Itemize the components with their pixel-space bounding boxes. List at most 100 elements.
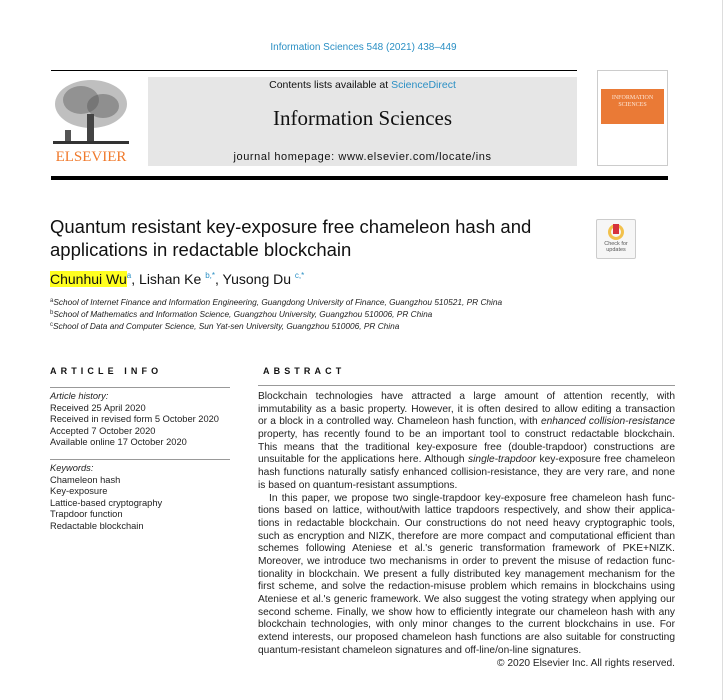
keyword: Redactable blockchain bbox=[50, 520, 144, 531]
abstract-text: In this paper, we propose two single-tra… bbox=[269, 492, 675, 504]
history-item: Available online 17 October 2020 bbox=[50, 437, 187, 447]
abstract-text: or a block in a controlled way. Chameleo… bbox=[258, 416, 541, 428]
abstract-text: property, has recently found to be an im… bbox=[258, 429, 675, 441]
affil-text: School of Data and Computer Science, Sun… bbox=[53, 321, 400, 331]
abstract-line: Blockchain technologies have attracted a… bbox=[258, 391, 675, 404]
author-sup[interactable]: a bbox=[126, 271, 132, 280]
contents-line: Contents lists available at ScienceDirec… bbox=[148, 79, 577, 91]
history-item: Received in revised form 5 October 2020 bbox=[50, 414, 219, 424]
affil-sup: b bbox=[50, 310, 54, 316]
abstract-text: extend interests, our proposed chameleon… bbox=[258, 632, 675, 644]
abstract-text: Moreover, we introduce two mechanisms in… bbox=[258, 555, 675, 567]
abstract-text: tions in redactable blockchain. Our cons… bbox=[258, 517, 675, 529]
abstract-line: Moreover, we introduce two mechanisms in… bbox=[258, 556, 675, 569]
badge-label: Check for updates bbox=[604, 241, 628, 253]
keyword: Chameleon hash bbox=[50, 474, 121, 485]
abstract-line: is based on quantum-resistant assumption… bbox=[258, 480, 675, 493]
abstract-text: tionality in blockchain. We present a fu… bbox=[258, 568, 675, 580]
affil-text: School of Mathematics and Information Sc… bbox=[53, 309, 433, 319]
abstract-line: such as encryption and NIZK, therefore a… bbox=[258, 531, 675, 544]
abstract-text: Ateniese et al.'s generic framework. We … bbox=[258, 594, 675, 605]
contents-prefix: Contents lists available at bbox=[269, 79, 392, 91]
keyword: Lattice-based cryptography bbox=[50, 497, 163, 508]
abstract-line: schemes following Ateniese et al.'s gene… bbox=[258, 543, 675, 556]
abstract-text: This means that the traditional key-expo… bbox=[258, 441, 675, 453]
abstract-line: quantum-resistant chameleon signatures a… bbox=[258, 645, 675, 658]
copyright-text: © 2020 Elsevier Inc. All rights reserved… bbox=[497, 658, 675, 669]
affiliation: cSchool of Data and Computer Science, Su… bbox=[50, 321, 399, 331]
elsevier-logo: ELSEVIER bbox=[51, 78, 131, 166]
abstract-text: first scheme, and solve the redaction-mi… bbox=[258, 581, 675, 593]
article-title: Quantum resistant key-exposure free cham… bbox=[50, 215, 531, 261]
author-list: Chunhui Wua, Lishan Ke b,*, Yusong Du c,… bbox=[50, 271, 305, 287]
abstract-text: schemes following Ateniese et al.'s gene… bbox=[258, 543, 675, 555]
keywords-label: Keywords: bbox=[50, 463, 94, 473]
abstract-text: key-exposure free chameleon bbox=[536, 454, 675, 466]
abstract-line: This means that the traditional key-expo… bbox=[258, 442, 675, 455]
affil-text: School of Internet Finance and Informati… bbox=[53, 297, 503, 307]
sciencedirect-link[interactable]: ScienceDirect bbox=[391, 79, 456, 91]
keyword: Key-exposure bbox=[50, 486, 108, 496]
abstract-line: tionality in blockchain. We present a fu… bbox=[258, 569, 675, 582]
divider bbox=[50, 459, 230, 460]
author-name[interactable]: Lishan Ke bbox=[139, 271, 202, 287]
journal-homepage-link[interactable]: journal homepage: www.elsevier.com/locat… bbox=[233, 151, 492, 163]
abstract-line: tions based on lattice, without/with lat… bbox=[258, 505, 675, 518]
journal-cover[interactable]: INFORMATION SCIENCES bbox=[597, 70, 668, 166]
divider bbox=[258, 385, 675, 386]
author-name[interactable]: Chunhui Wu bbox=[50, 271, 127, 287]
journal-banner bbox=[148, 77, 577, 166]
abstract-line: second scheme. Finally, we show how to e… bbox=[258, 607, 675, 620]
abstract-line: property, has recently found to be an im… bbox=[258, 429, 675, 442]
history-item: Accepted 7 October 2020 bbox=[50, 425, 156, 436]
abstract-heading: ABSTRACT bbox=[263, 366, 346, 376]
abstract-line: immutability as a basic property. Howeve… bbox=[258, 404, 675, 417]
bookmark-icon bbox=[608, 224, 624, 240]
author-name[interactable]: Yusong Du bbox=[222, 271, 292, 287]
citation-link[interactable]: Information Sciences 548 (2021) 438–449 bbox=[270, 42, 457, 53]
article-info-heading: ARTICLE INFO bbox=[50, 366, 163, 376]
divider bbox=[51, 70, 577, 71]
affiliation: aSchool of Internet Finance and Informat… bbox=[50, 297, 502, 307]
abstract-text: Blockchain technologies have attracted a… bbox=[258, 391, 675, 402]
abstract-text: blockchain technologies, with only minor… bbox=[258, 619, 675, 631]
check-for-updates-button[interactable]: Check for updates bbox=[596, 219, 636, 259]
author-sup[interactable]: b,* bbox=[205, 271, 215, 280]
abstract-line: hash functions naturally satisfy enhance… bbox=[258, 467, 675, 480]
article-history: Article history: Received 25 April 2020 … bbox=[50, 391, 219, 449]
abstract-text: second scheme. Finally, we show how to e… bbox=[258, 606, 675, 618]
title-line: applications in redactable blockchain bbox=[50, 239, 352, 260]
history-label: Article history: bbox=[50, 391, 109, 401]
affil-sup: c bbox=[50, 322, 53, 328]
abstract-line: extend interests, our proposed chameleon… bbox=[258, 632, 675, 645]
keyword: Trapdoor function bbox=[50, 509, 123, 519]
tree-icon bbox=[53, 80, 129, 144]
abstract-text: tions based on lattice, without/with lat… bbox=[258, 505, 675, 517]
divider bbox=[50, 387, 230, 388]
abstract-line: In this paper, we propose two single-tra… bbox=[258, 493, 675, 506]
keywords: Keywords: Chameleon hash Key-exposure La… bbox=[50, 463, 162, 532]
abstract-text: such as encryption and NIZK, therefore a… bbox=[258, 530, 675, 542]
thick-divider bbox=[51, 176, 668, 180]
abstract-text: is based on quantum-resistant assumption… bbox=[258, 479, 458, 491]
cover-title: INFORMATION SCIENCES bbox=[601, 89, 664, 124]
elsevier-wordmark: ELSEVIER bbox=[55, 149, 127, 165]
abstract-text: single-trapdoor bbox=[468, 454, 537, 466]
author-sup[interactable]: c,* bbox=[294, 271, 305, 280]
title-line: Quantum resistant key-exposure free cham… bbox=[50, 216, 532, 237]
abstract-line: unsuitable for the applications here. Al… bbox=[258, 454, 675, 467]
copyright: © 2020 Elsevier Inc. All rights reserved… bbox=[258, 658, 675, 671]
abstract-line: or a block in a controlled way. Chameleo… bbox=[258, 416, 675, 429]
abstract-text: quantum-resistant chameleon signatures a… bbox=[258, 644, 582, 656]
abstract-body: Blockchain technologies have attracted a… bbox=[258, 391, 675, 657]
abstract-line: first scheme, and solve the redaction-mi… bbox=[258, 581, 675, 594]
abstract-line: Ateniese et al.'s generic framework. We … bbox=[258, 594, 675, 607]
abstract-line: blockchain technologies, with only minor… bbox=[258, 619, 675, 632]
affiliation: bSchool of Mathematics and Information S… bbox=[50, 309, 432, 319]
abstract-text: hash functions naturally satisfy enhance… bbox=[258, 467, 675, 479]
page-edge bbox=[722, 0, 723, 700]
affil-sup: a bbox=[50, 298, 54, 304]
abstract-line: tions in redactable blockchain. Our cons… bbox=[258, 518, 675, 531]
journal-title: Information Sciences bbox=[272, 106, 453, 130]
abstract-text: immutability as a basic property. Howeve… bbox=[258, 403, 675, 415]
